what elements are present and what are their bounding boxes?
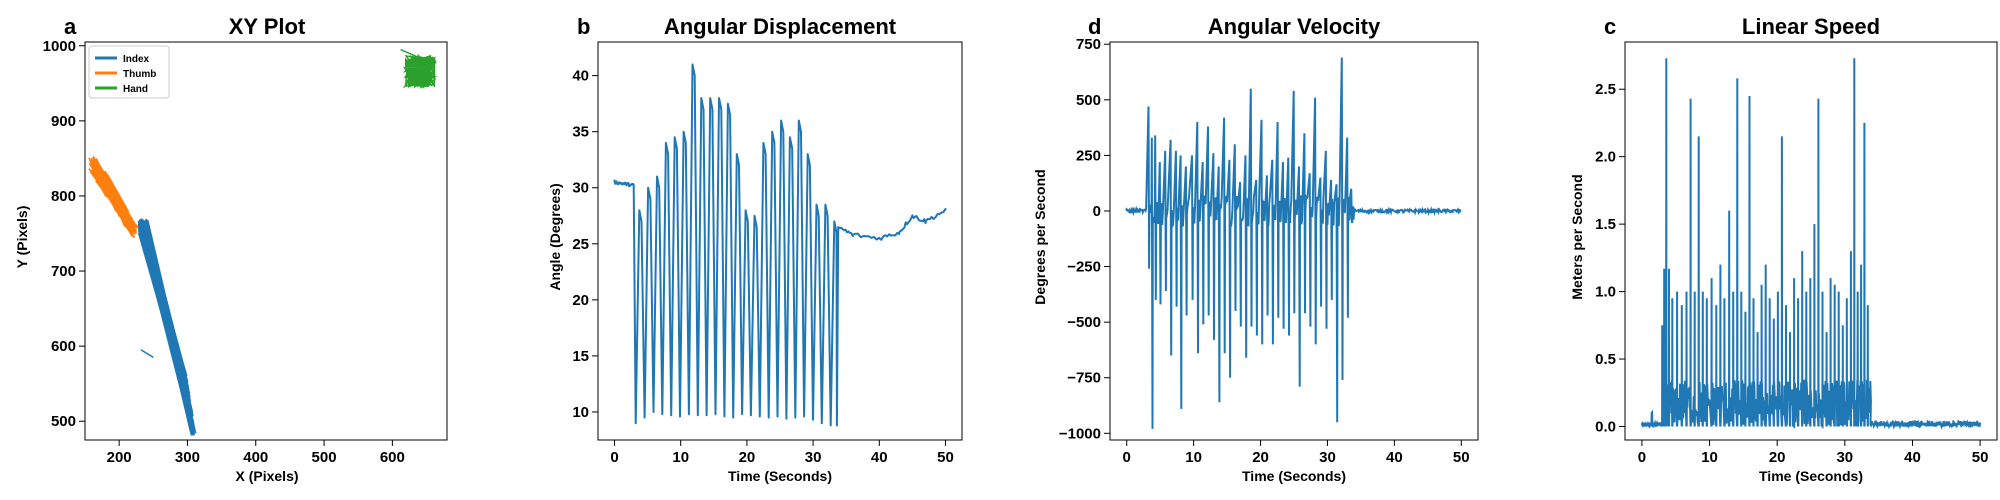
x-tick-label: 40: [1386, 449, 1403, 466]
x-tick-label: 30: [1836, 449, 1853, 466]
series-line: [1125, 57, 1462, 429]
y-tick-label: 15: [572, 348, 589, 365]
y-tick-label: 900: [51, 113, 76, 130]
y-tick-label: 800: [51, 188, 76, 205]
y-tick-label: 0.5: [1595, 351, 1616, 368]
axes-frame: [597, 41, 963, 441]
x-tick-label: 0: [1123, 449, 1131, 466]
x-tick-label: 50: [1453, 449, 1470, 466]
plot-area: [88, 48, 438, 436]
y-tick-label: 1.5: [1595, 216, 1616, 233]
x-tick-label: 600: [380, 449, 405, 466]
panel-letter: b: [577, 14, 590, 39]
x-tick-label: 10: [672, 449, 689, 466]
y-tick-label: 20: [572, 292, 589, 309]
x-tick-label: 10: [1185, 449, 1202, 466]
series-line: [613, 63, 947, 427]
x-axis-label: Time (Seconds): [1242, 468, 1346, 484]
series-hand-line: [400, 48, 438, 90]
y-tick-label: 25: [572, 236, 589, 253]
y-tick-label: 250: [1076, 147, 1101, 164]
panel-angular-velocity: d Angular Velocity Time (Seconds) Degree…: [1032, 14, 1479, 484]
y-tick-label: 2.0: [1595, 149, 1616, 166]
x-tick-label: 40: [1904, 449, 1921, 466]
x-tick-label: 200: [107, 449, 132, 466]
x-tick-label: 20: [1252, 449, 1269, 466]
plot-area: [613, 63, 947, 427]
panel-linear-speed: c Linear Speed Time (Seconds) Meters per…: [1569, 14, 1998, 484]
y-tick-label: −500: [1067, 314, 1101, 331]
x-tick-label: 0: [1638, 449, 1646, 466]
y-axis-label: Y (Pixels): [14, 206, 30, 269]
y-tick-label: 40: [572, 68, 589, 85]
legend-label: Index: [123, 54, 150, 65]
x-tick-label: 50: [1972, 449, 1989, 466]
y-tick-label: 10: [572, 404, 589, 421]
plot-area: [1640, 58, 1982, 430]
legend-label: Thumb: [123, 69, 156, 80]
x-tick-label: 300: [175, 449, 200, 466]
y-tick-label: 600: [51, 338, 76, 355]
y-tick-label: 0: [1093, 203, 1101, 220]
y-tick-label: −250: [1067, 259, 1101, 276]
panel-title: Angular Displacement: [664, 14, 897, 39]
x-tick-label: 20: [1769, 449, 1786, 466]
y-tick-label: 1.0: [1595, 284, 1616, 301]
axes-frame: [84, 41, 448, 441]
panel-letter: a: [64, 14, 77, 39]
x-tick-label: 10: [1701, 449, 1718, 466]
y-tick-label: 35: [572, 124, 589, 141]
panel-title: XY Plot: [229, 14, 306, 39]
y-tick-label: 500: [51, 413, 76, 430]
x-axis-label: Time (Seconds): [1759, 468, 1863, 484]
series-line: [1640, 58, 1982, 430]
x-tick-label: 30: [1319, 449, 1336, 466]
x-tick-label: 400: [243, 449, 268, 466]
y-tick-label: −750: [1067, 370, 1101, 387]
plot-area: [1125, 57, 1462, 429]
y-tick-label: 750: [1076, 36, 1101, 53]
series-thumb-line: [88, 155, 139, 239]
axes-frame: [1109, 41, 1479, 441]
panel-title: Linear Speed: [1742, 14, 1880, 39]
x-tick-label: 30: [805, 449, 822, 466]
panel-angular-displacement: b Angular Displacement Time (Seconds) An…: [547, 14, 963, 484]
y-tick-label: 1000: [43, 38, 76, 55]
legend-label: Hand: [123, 84, 148, 95]
axes-frame: [1624, 41, 1998, 441]
y-axis-label: Angle (Degrees): [547, 183, 563, 290]
y-tick-label: −1000: [1059, 425, 1101, 442]
y-tick-label: 500: [1076, 92, 1101, 109]
y-tick-label: 2.5: [1595, 81, 1616, 98]
panel-xy-plot: a XY Plot X (Pixels) Y (Pixels) 200 300 40…: [14, 14, 448, 484]
y-tick-label: 700: [51, 263, 76, 280]
x-tick-label: 50: [937, 449, 954, 466]
y-axis-label: Degrees per Second: [1032, 169, 1048, 304]
series-index-line: [137, 218, 197, 436]
y-tick-label: 0.0: [1595, 419, 1616, 436]
x-tick-label: 500: [312, 449, 337, 466]
y-tick-label: 30: [572, 180, 589, 197]
panel-letter: c: [1604, 14, 1616, 39]
panel-letter: d: [1088, 14, 1101, 39]
panel-title: Angular Velocity: [1208, 14, 1381, 39]
x-axis-label: Time (Seconds): [728, 468, 832, 484]
x-tick-label: 40: [871, 449, 888, 466]
legend: Index Thumb Hand: [88, 45, 170, 99]
x-axis-label: X (Pixels): [235, 468, 298, 484]
x-tick-label: 0: [610, 449, 618, 466]
y-axis-label: Meters per Second: [1569, 174, 1585, 299]
x-tick-label: 20: [739, 449, 756, 466]
